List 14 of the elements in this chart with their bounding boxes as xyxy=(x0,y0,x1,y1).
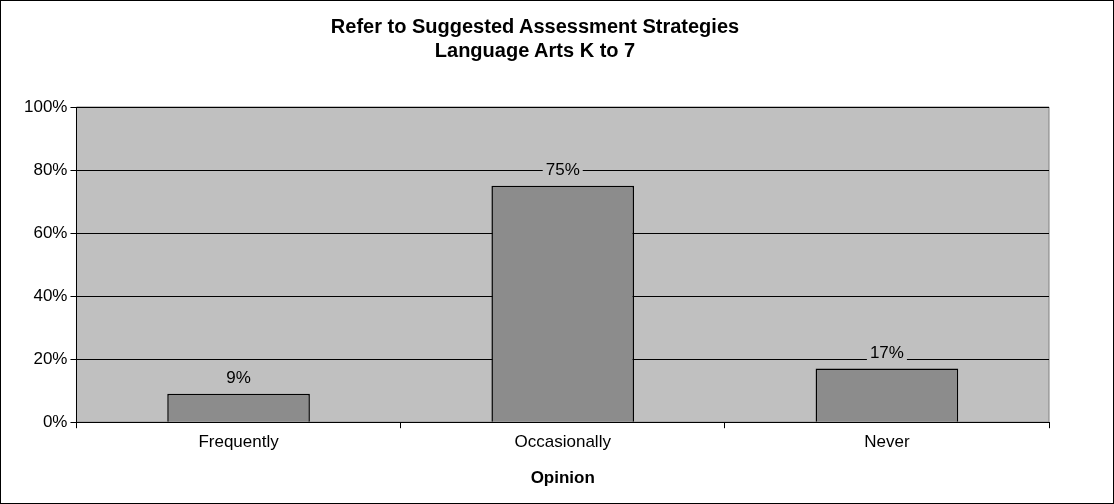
y-tick-label: 60% xyxy=(33,222,68,242)
data-label: 9% xyxy=(226,368,251,388)
x-tick-label: Never xyxy=(864,432,910,452)
x-axis-title: Opinion xyxy=(530,468,595,488)
data-label: 17% xyxy=(869,342,904,362)
y-tick-label: 20% xyxy=(33,348,68,368)
y-tick-label: 100% xyxy=(24,96,68,116)
y-tick-label: 40% xyxy=(33,285,68,305)
data-label: 75% xyxy=(545,159,580,179)
y-tick-label: 80% xyxy=(33,159,68,179)
y-tick-label: 0% xyxy=(42,411,68,431)
x-tick-label: Frequently xyxy=(198,432,280,452)
x-tick-label: Occasionally xyxy=(514,432,612,452)
chart-title: Refer to Suggested Assessment Strategies Language Arts K to 7 xyxy=(330,14,740,61)
